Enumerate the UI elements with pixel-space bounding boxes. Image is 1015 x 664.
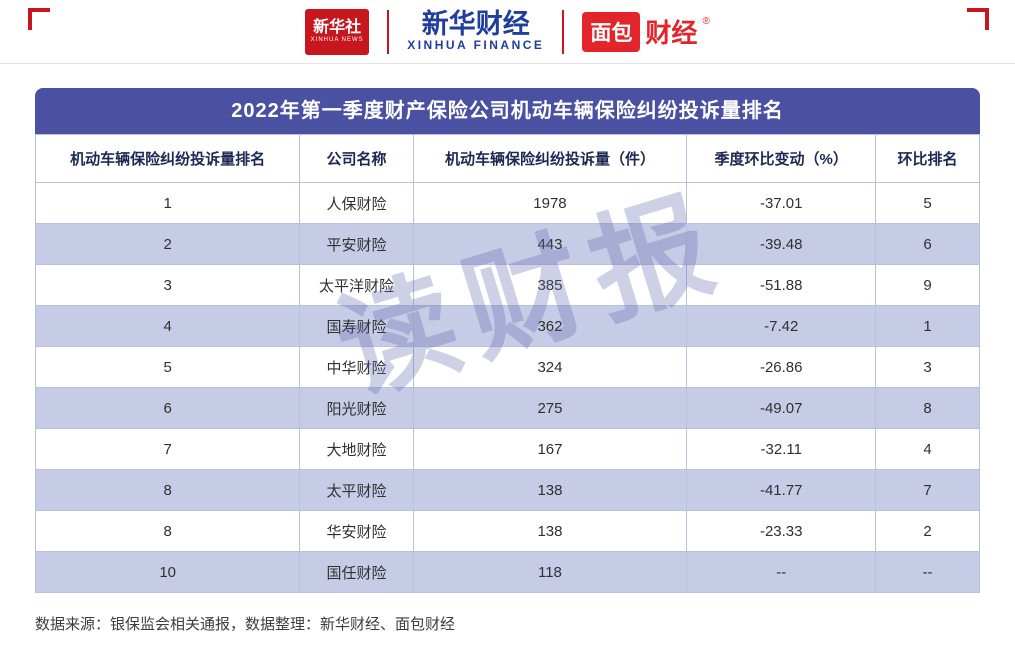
ranking-table: 机动车辆保险纠纷投诉量排名 公司名称 机动车辆保险纠纷投诉量（件） 季度环比变动…	[34, 134, 980, 593]
table-row: 6 阳光财险 275 -49.07 8	[34, 387, 980, 429]
cell-qoq-change: -26.86	[686, 346, 877, 388]
cell-complaints: 275	[412, 387, 688, 429]
cell-rank: 5	[34, 346, 301, 388]
xinhua-finance-name: 新华财经	[421, 9, 530, 41]
table-row: 3 太平洋财险 385 -51.88 9	[34, 264, 980, 306]
registered-mark-icon: ®	[702, 16, 710, 27]
cell-qoq-change: -37.01	[686, 182, 877, 224]
cell-rank: 3	[34, 264, 301, 306]
logo-divider	[562, 9, 565, 54]
cell-qoq-rank: 3	[875, 346, 980, 388]
cell-company: 人保财险	[299, 182, 414, 224]
cell-company: 国任财险	[299, 551, 414, 593]
table-row: 5 中华财险 324 -26.86 3	[34, 346, 980, 388]
col-header-company: 公司名称	[299, 134, 414, 183]
cell-complaints: 138	[412, 510, 688, 552]
cell-complaints: 385	[412, 264, 688, 306]
cell-rank: 10	[34, 551, 301, 593]
table-row: 8 华安财险 138 -23.33 2	[34, 510, 980, 552]
cell-rank: 6	[34, 387, 301, 429]
cell-complaints: 324	[412, 346, 688, 388]
cell-rank: 8	[34, 469, 301, 511]
cell-complaints: 362	[412, 305, 688, 347]
cell-qoq-rank: 2	[875, 510, 980, 552]
ranking-table-section: 2022年第一季度财产保险公司机动车辆保险纠纷投诉量排名 机动车辆保险纠纷投诉量…	[34, 88, 980, 593]
table-row: 4 国寿财险 362 -7.42 1	[34, 305, 980, 347]
table-row: 10 国任财险 118 -- --	[34, 551, 980, 593]
cell-qoq-rank: 8	[875, 387, 980, 429]
cell-company: 大地财险	[299, 428, 414, 470]
corner-bracket-top-right-icon	[967, 8, 989, 30]
cell-qoq-change: --	[686, 551, 877, 593]
cell-rank: 1	[34, 182, 301, 224]
cell-qoq-rank: 7	[875, 469, 980, 511]
col-header-qoq-change: 季度环比变动（%）	[686, 134, 877, 183]
cell-company: 华安财险	[299, 510, 414, 552]
cell-complaints: 443	[412, 223, 688, 265]
cell-rank: 4	[34, 305, 301, 347]
cell-qoq-rank: 6	[875, 223, 980, 265]
cell-complaints: 138	[412, 469, 688, 511]
xinhua-agency-subtitle: XINHUA NEWS	[310, 37, 364, 43]
table-row: 8 太平财险 138 -41.77 7	[34, 469, 980, 511]
cell-complaints: 118	[412, 551, 688, 593]
table-row: 7 大地财险 167 -32.11 4	[34, 428, 980, 470]
cell-company: 平安财险	[299, 223, 414, 265]
header-row: 机动车辆保险纠纷投诉量排名 公司名称 机动车辆保险纠纷投诉量（件） 季度环比变动…	[34, 134, 980, 183]
cell-qoq-rank: 9	[875, 264, 980, 306]
xinhua-finance-subtitle: XINHUA FINANCE	[407, 38, 545, 53]
bread-finance-logo: 面包 财经 ®	[582, 11, 710, 52]
cell-complaints: 167	[412, 428, 688, 470]
cell-company: 中华财险	[299, 346, 414, 388]
table-title: 2022年第一季度财产保险公司机动车辆保险纠纷投诉量排名	[35, 88, 980, 134]
cell-qoq-change: -7.42	[686, 305, 877, 347]
bread-finance-text: 财经	[645, 18, 698, 48]
xinhua-finance-logo: 新华财经 XINHUA FINANCE	[407, 9, 545, 53]
cell-company: 国寿财险	[299, 305, 414, 347]
cell-qoq-change: -49.07	[686, 387, 877, 429]
xinhua-agency-name: 新华社	[313, 19, 362, 37]
cell-complaints: 1978	[412, 182, 688, 224]
cell-rank: 7	[34, 428, 301, 470]
table-row: 1 人保财险 1978 -37.01 5	[34, 182, 980, 224]
col-header-complaints: 机动车辆保险纠纷投诉量（件）	[412, 134, 688, 183]
cell-qoq-change: -23.33	[686, 510, 877, 552]
cell-qoq-rank: --	[875, 551, 980, 593]
cell-qoq-change: -39.48	[686, 223, 877, 265]
cell-qoq-change: -51.88	[686, 264, 877, 306]
cell-company: 太平洋财险	[299, 264, 414, 306]
source-note: 数据来源：银保监会相关通报，数据整理：新华财经、面包财经	[35, 616, 456, 633]
cell-qoq-change: -41.77	[686, 469, 877, 511]
bread-finance-block: 面包	[582, 11, 641, 52]
cell-company: 阳光财险	[299, 387, 414, 429]
logo-band: 新华社 XINHUA NEWS 新华财经 XINHUA FINANCE 面包 财…	[0, 0, 1015, 64]
cell-qoq-rank: 4	[875, 428, 980, 470]
cell-qoq-rank: 1	[875, 305, 980, 347]
logo-divider	[387, 9, 390, 54]
xinhua-news-agency-logo: 新华社 XINHUA NEWS	[305, 8, 370, 55]
cell-rank: 8	[34, 510, 301, 552]
col-header-rank: 机动车辆保险纠纷投诉量排名	[34, 134, 301, 183]
col-header-qoq-rank: 环比排名	[875, 134, 980, 183]
cell-rank: 2	[34, 223, 301, 265]
cell-qoq-change: -32.11	[686, 428, 877, 470]
corner-bracket-top-left-icon	[28, 8, 50, 30]
cell-company: 太平财险	[299, 469, 414, 511]
cell-qoq-rank: 5	[875, 182, 980, 224]
table-row: 2 平安财险 443 -39.48 6	[34, 223, 980, 265]
